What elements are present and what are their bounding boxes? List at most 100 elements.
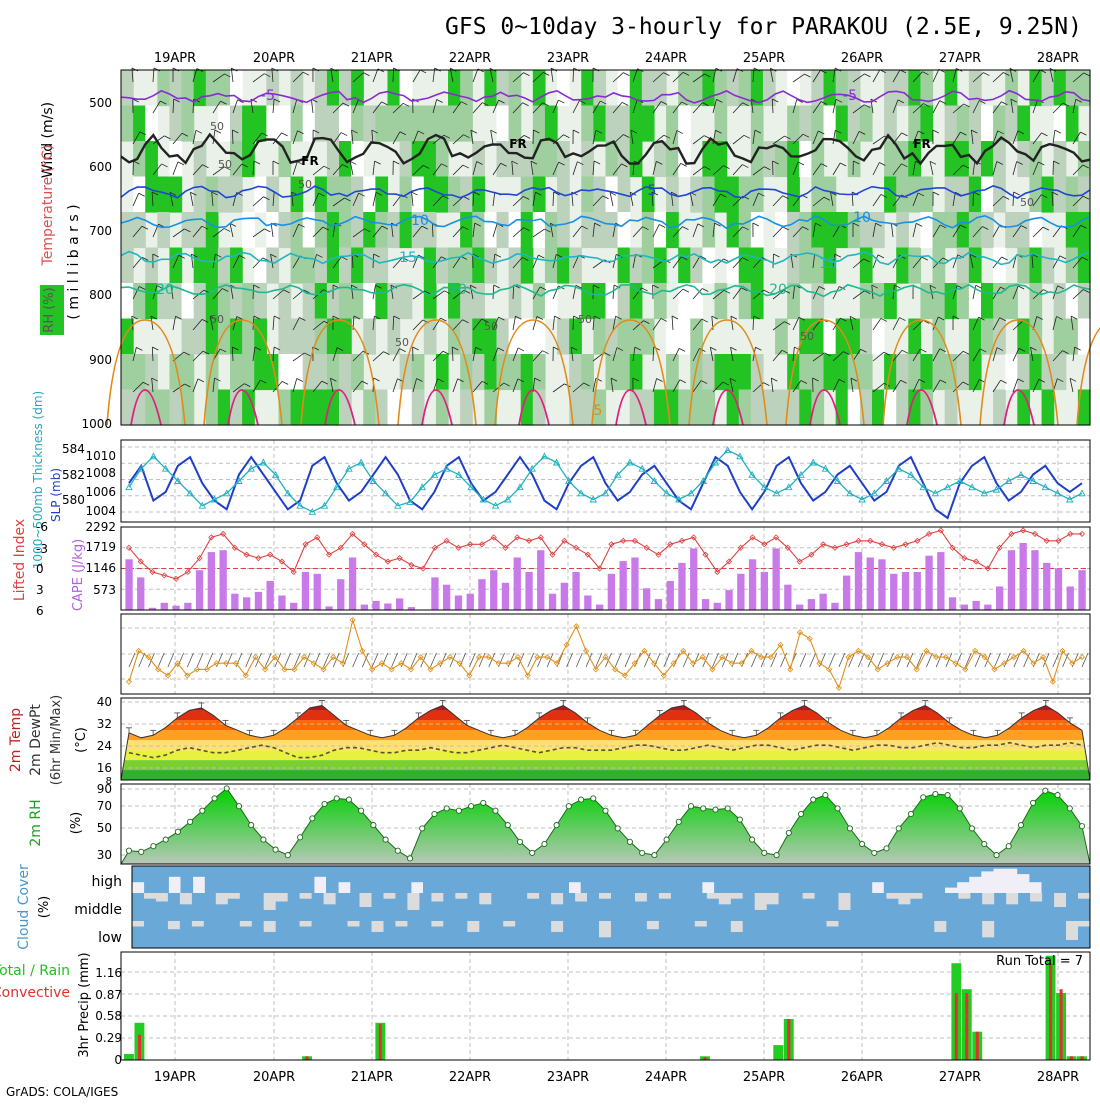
rh2m-point [945, 793, 950, 798]
upper-rh-cell [872, 283, 885, 319]
upper-rh-cell [860, 106, 873, 142]
top-date-0: 19APR [154, 51, 196, 66]
cloud-cell-high [896, 866, 909, 893]
cloud-gap-low [192, 921, 205, 926]
cloud-gap-low [827, 921, 840, 926]
upper-rh-cell [981, 106, 994, 142]
cloud-ylabel-2: (%) [37, 896, 52, 919]
cloud-cell-middle [791, 893, 804, 921]
upper-rh-cell [678, 106, 691, 142]
upper-rh-cell [787, 70, 800, 106]
contour-label: 10 [411, 213, 429, 229]
cape-bar [961, 605, 968, 610]
upper-rh-cell [133, 354, 146, 390]
cloud-cells [132, 866, 1091, 948]
cloud-gap-middle [767, 893, 780, 904]
cloud-cell-high [387, 866, 400, 893]
upper-rh-cell [581, 70, 594, 106]
cloud-cell-middle [898, 904, 911, 921]
cloud-cell-low [204, 921, 217, 948]
upper-rh-cell [957, 141, 970, 177]
upper-rh-cell [169, 390, 182, 426]
cape-bar [467, 594, 474, 610]
precip-convective-bar [1060, 989, 1063, 1060]
upper-rh-cell [545, 141, 558, 177]
cloud-cell-low [815, 921, 828, 948]
cloud-gap-low [1078, 921, 1091, 926]
upper-rh-cell [593, 283, 606, 319]
rh2m-point [603, 808, 608, 813]
cloud-cell-middle [743, 893, 756, 921]
cape-bar [855, 552, 862, 610]
cloud-cell-low [1006, 921, 1019, 948]
upper-rh-cell [654, 212, 667, 248]
wind10m-barb [430, 653, 436, 667]
rh2m-point [1006, 844, 1011, 849]
slp-ytick-right-1004: 1004 [85, 504, 116, 518]
upper-rh-cell [836, 212, 849, 248]
cloud-cell-middle [551, 904, 564, 921]
cloud-cell-low [839, 921, 852, 948]
upper-rh-cell [593, 70, 606, 106]
rh2m-point [798, 811, 803, 816]
cloud-cell-high [848, 866, 861, 893]
rh2m-point [847, 826, 852, 831]
upper-rh-cell [824, 212, 837, 248]
upper-rh-cell [375, 212, 388, 248]
cloud-cell-middle [755, 910, 768, 921]
wind10m-barb [751, 653, 757, 667]
upper-rh-cell [400, 283, 413, 319]
upper-rh-cell [1029, 248, 1042, 284]
cloud-cell-middle [419, 893, 432, 921]
cloud-ylabel-1: Cloud Cover [16, 864, 32, 950]
upper-rh-cell [690, 177, 703, 213]
cloud-cell-high [751, 866, 764, 893]
top-date-9: 28APR [1037, 51, 1079, 66]
contour-label: 5 [594, 403, 603, 419]
cape-bar [925, 556, 932, 610]
cloud-cell-low [791, 921, 804, 948]
cloud-cell-high [556, 866, 569, 893]
cloud-cell-low [863, 921, 876, 948]
upper-rh-cell [327, 141, 340, 177]
cape-bar [196, 570, 203, 610]
cloud-cell-low [946, 921, 959, 948]
upper-rh-cell [739, 212, 752, 248]
cloud-cell-middle [563, 893, 576, 921]
cloud-cell-high [945, 866, 958, 888]
upper-rh-cell [884, 106, 897, 142]
cloud-cell-high [629, 866, 642, 893]
cloud-cell-middle [384, 899, 397, 921]
cloud-cell-middle [264, 910, 277, 921]
rh2m-point [554, 823, 559, 828]
precip-ytick-087: 0.87 [95, 988, 122, 1002]
cloud-cell-high [144, 866, 157, 893]
cloud-cell-high [690, 866, 703, 893]
cloud-cell-high [265, 866, 278, 893]
cloud-cell-high [738, 866, 751, 893]
cloud-gap-middle [551, 893, 564, 904]
cloud-cell-high [581, 866, 594, 893]
temp-band-4 [121, 740, 1090, 750]
cloud-gap-low [348, 921, 361, 926]
upper-rh-cell [472, 354, 485, 390]
upper-rh-cell [593, 212, 606, 248]
cloud-cell-middle [527, 899, 540, 921]
upper-rh-cell [593, 177, 606, 213]
cloud-gap-middle [300, 893, 313, 899]
cape-ytick-cape-1146: 1146 [85, 561, 116, 575]
upper-rh-cell [799, 141, 812, 177]
upper-rh-cell [702, 354, 715, 390]
cloud-cell-low [779, 921, 792, 948]
upper-rh-cell [727, 177, 740, 213]
temp2m-ytick-40: 40 [97, 695, 112, 709]
cloud-cell-middle [467, 893, 480, 921]
upper-rh-cell [327, 70, 340, 106]
upper-rh-cell [472, 248, 485, 284]
upper-rh-cell [182, 283, 195, 319]
upper-rh-cell [618, 212, 631, 248]
upper-rh-cell [993, 390, 1006, 426]
cloud-cell-low [575, 921, 588, 948]
rh2m-point [530, 850, 535, 855]
rh-label: 50 [218, 158, 232, 171]
